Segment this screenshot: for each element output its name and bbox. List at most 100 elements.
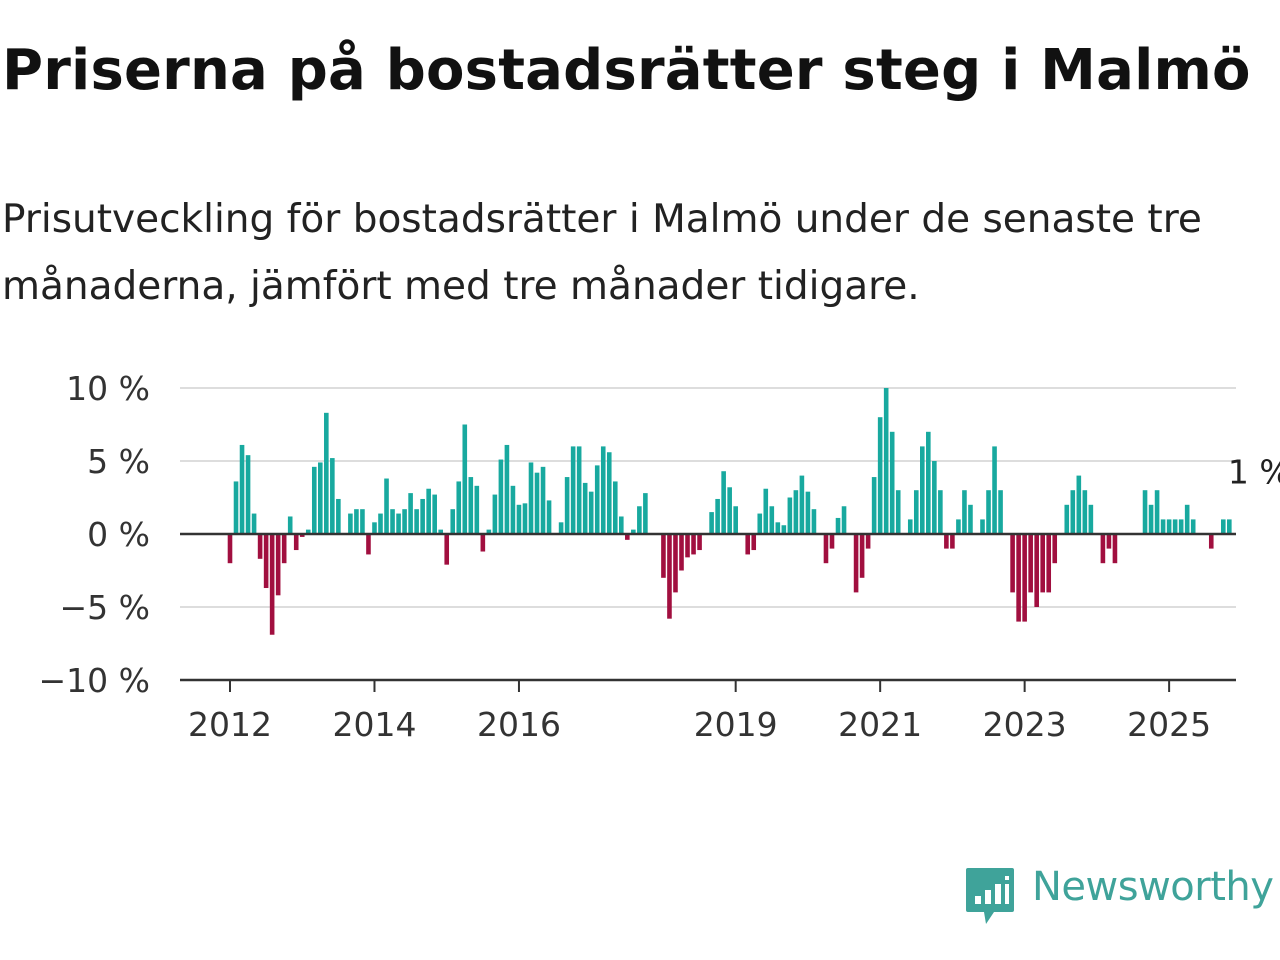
bar <box>805 491 811 534</box>
bar <box>968 504 973 534</box>
bar <box>576 446 582 534</box>
x-tick-label: 2021 <box>838 705 922 744</box>
bar <box>883 388 889 534</box>
bar <box>534 472 540 534</box>
bar <box>1190 519 1196 534</box>
bar <box>1064 504 1070 534</box>
bar <box>450 509 456 534</box>
bar <box>372 522 377 534</box>
bar <box>606 452 612 534</box>
bar <box>992 446 997 534</box>
bar <box>498 459 504 534</box>
bar <box>1208 534 1214 549</box>
bar <box>275 534 281 596</box>
annotations: 1 % <box>1228 452 1280 491</box>
bar <box>691 534 696 555</box>
bar <box>516 504 522 534</box>
bar <box>619 516 624 534</box>
bar <box>1088 504 1094 534</box>
grid-lines <box>180 387 1236 608</box>
bar <box>540 466 546 534</box>
bar <box>438 529 443 534</box>
bar <box>522 503 528 534</box>
bar <box>823 534 829 564</box>
bar <box>360 509 365 534</box>
chart-title: Priserna på bostadsrätter steg i Malmö <box>2 38 1251 103</box>
bar <box>1010 534 1015 593</box>
bar <box>414 509 419 534</box>
y-tick-label: 5 % <box>87 442 150 481</box>
x-tick-label: 2012 <box>188 705 272 744</box>
bar <box>926 431 931 534</box>
bar <box>889 431 895 534</box>
bar <box>697 534 702 551</box>
bar <box>1016 534 1021 622</box>
bar <box>1052 534 1058 564</box>
bar <box>426 488 431 534</box>
bar <box>305 529 311 534</box>
bar <box>980 519 985 534</box>
bar <box>962 490 967 534</box>
bar-chart: 10 % 5 % 0 % −5 % −10 % 2012 2014 2016 2019 2021 2… <box>39 369 1280 744</box>
bar <box>564 477 570 534</box>
newsworthy-logo-icon <box>966 868 1014 924</box>
bar <box>721 471 726 534</box>
bar <box>420 498 425 534</box>
newsworthy-logo: Newsworthy <box>962 862 1280 928</box>
bar <box>956 519 961 534</box>
bar <box>799 475 805 534</box>
bar <box>1172 519 1178 534</box>
bar <box>378 513 383 534</box>
bar <box>510 485 516 534</box>
bar <box>907 519 913 534</box>
bar <box>944 534 949 549</box>
bar <box>877 417 883 534</box>
bar <box>324 412 329 534</box>
bar <box>938 490 943 534</box>
bar <box>1076 475 1082 534</box>
bar <box>1100 534 1106 564</box>
axes <box>180 532 1236 692</box>
bar <box>1178 519 1184 534</box>
bar <box>661 534 666 578</box>
bar <box>366 534 371 555</box>
bar <box>1034 534 1039 607</box>
bar <box>462 424 468 534</box>
bar <box>932 461 937 534</box>
bar <box>763 488 769 534</box>
bars <box>227 388 1232 635</box>
bar <box>588 491 594 534</box>
bar <box>432 494 437 534</box>
y-tick-label: −10 % <box>39 661 151 700</box>
latest-value-label: 1 % <box>1228 452 1280 491</box>
bar <box>486 529 492 534</box>
bar <box>1227 519 1232 534</box>
bar <box>354 509 359 534</box>
bar <box>390 509 395 534</box>
bar <box>1040 534 1045 593</box>
bar <box>402 509 407 534</box>
bar <box>625 534 630 540</box>
bar <box>637 506 642 534</box>
bar <box>811 509 817 534</box>
bar <box>1022 534 1027 622</box>
bar <box>745 534 751 555</box>
bar <box>853 534 859 593</box>
y-tick-label: 0 % <box>87 515 150 554</box>
bar <box>769 506 775 534</box>
bar <box>715 498 720 534</box>
bar <box>269 534 275 635</box>
bar <box>1221 519 1226 534</box>
bar <box>227 534 233 564</box>
newsworthy-wordmark: Newsworthy <box>1032 864 1274 910</box>
chart-subtitle: Prisutveckling för bostadsrätter i Malmö… <box>2 197 1202 309</box>
bar <box>865 534 871 549</box>
bar <box>751 534 757 551</box>
bar <box>871 477 877 534</box>
bar <box>835 517 841 534</box>
bar <box>251 513 257 534</box>
bar <box>1046 534 1052 593</box>
bar <box>1082 490 1088 534</box>
bar <box>281 534 287 564</box>
bar <box>396 513 401 534</box>
